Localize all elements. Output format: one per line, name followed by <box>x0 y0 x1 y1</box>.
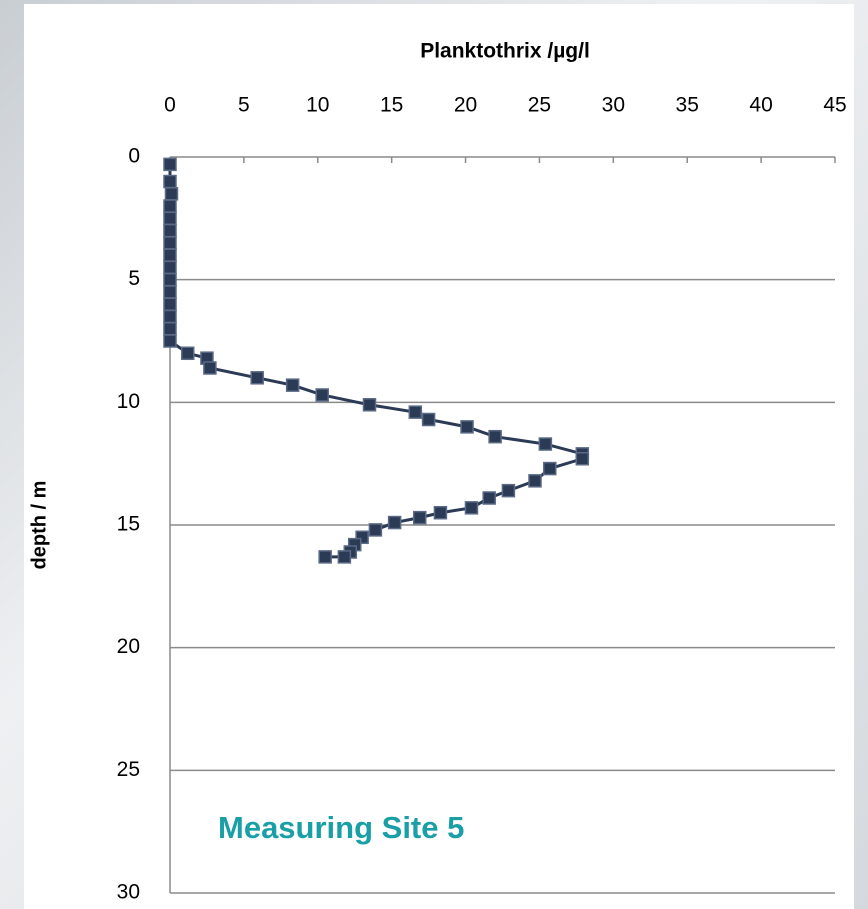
x-tick-label: 20 <box>454 94 477 117</box>
y-axis-label: depth / m <box>28 481 50 570</box>
data-point <box>368 523 383 537</box>
data-point <box>163 272 177 287</box>
data-point <box>164 187 179 201</box>
data-point <box>575 452 590 466</box>
y-tick-label: 30 <box>117 881 140 904</box>
data-point <box>528 474 542 488</box>
x-tick-label: 40 <box>749 94 772 117</box>
data-point <box>412 510 427 525</box>
data-point <box>362 398 377 412</box>
data-point <box>163 223 177 238</box>
x-tick-label: 15 <box>380 94 403 117</box>
data-point <box>421 412 436 427</box>
x-tick-label: 45 <box>823 94 846 117</box>
data-point <box>163 260 177 275</box>
data-point <box>387 515 402 530</box>
x-tick-label: 10 <box>306 94 329 117</box>
data-point <box>163 211 177 226</box>
y-tick-label: 15 <box>117 513 140 536</box>
y-tick-label: 10 <box>117 390 140 413</box>
panel <box>24 4 854 909</box>
data-point <box>163 285 177 299</box>
x-tick-label: 25 <box>528 94 551 117</box>
data-point <box>203 361 217 375</box>
data-point <box>163 174 177 189</box>
data-point <box>538 437 553 451</box>
data-point <box>285 378 300 392</box>
data-point <box>163 248 177 262</box>
chart-title: Planktothrix /µg/l <box>420 40 590 63</box>
y-tick-label: 5 <box>128 267 140 290</box>
data-point <box>163 297 177 311</box>
y-tick-label: 0 <box>128 145 140 168</box>
annotation: Measuring Site 5 <box>218 810 464 845</box>
data-line <box>168 164 584 559</box>
data-point <box>163 236 177 250</box>
data-point <box>180 346 195 361</box>
y-tick-label: 25 <box>117 758 140 781</box>
data-point <box>315 388 329 402</box>
data-point <box>501 483 516 498</box>
data-point <box>250 371 264 385</box>
y-tick-label: 20 <box>117 635 140 658</box>
data-point <box>433 505 448 520</box>
data-point <box>163 157 177 172</box>
data-point <box>460 420 474 434</box>
x-tick-label: 0 <box>164 94 176 117</box>
data-point <box>408 405 423 419</box>
data-point <box>543 461 557 476</box>
data-point <box>464 501 479 515</box>
data-point <box>337 550 352 564</box>
data-point <box>163 199 177 213</box>
x-tick-label: 30 <box>602 94 625 117</box>
x-tick-label: 35 <box>676 94 699 117</box>
data-point <box>482 491 496 505</box>
x-tick-label: 5 <box>238 94 250 117</box>
data-point <box>163 309 177 324</box>
data-point <box>488 429 502 444</box>
data-point <box>318 550 332 564</box>
data-point <box>163 334 177 348</box>
data-point <box>163 321 177 336</box>
